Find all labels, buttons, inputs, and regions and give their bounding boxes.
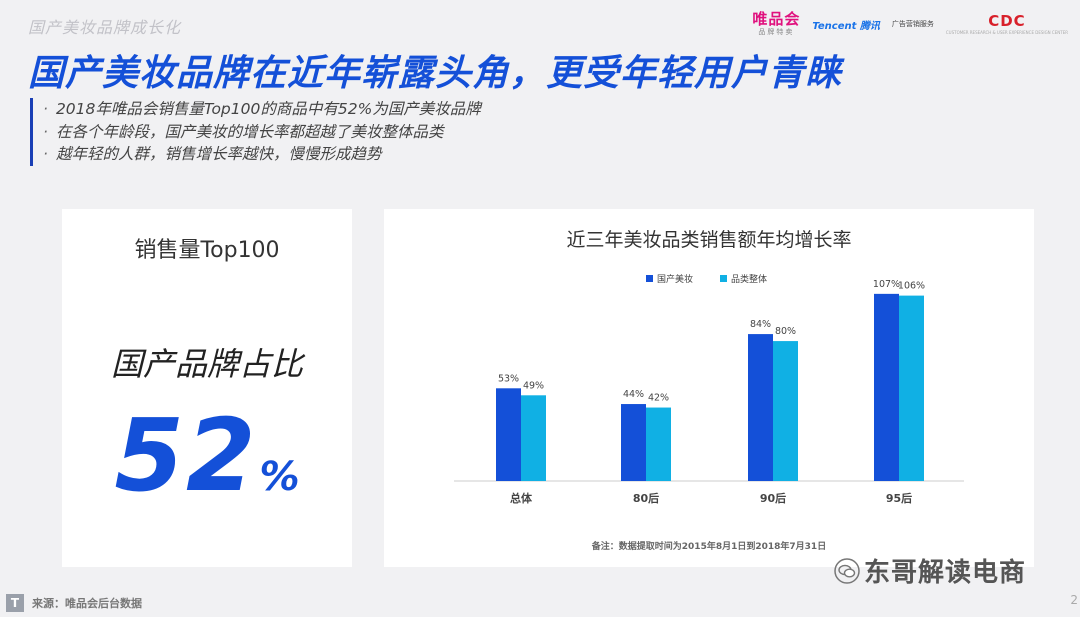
data-label: 44% bbox=[623, 389, 644, 400]
bullet-item: · 越年轻的人群，销售增长率越快，慢慢形成趋势 bbox=[43, 145, 382, 163]
tencent-logo: Tencent 腾讯 bbox=[812, 20, 880, 32]
cdc-logo: CDC CUSTOMER RESEARCH & USER EXPERIENCE … bbox=[945, 11, 1068, 35]
bar-overall bbox=[899, 295, 924, 481]
section-title: 国产美妆品牌成长化 bbox=[28, 18, 182, 37]
watermark-text: 东哥解读电商 bbox=[864, 558, 1027, 588]
vip-logo-tagline: 品牌特卖 bbox=[758, 28, 795, 36]
bullet-text: 越年轻的人群，销售增长率越快，慢慢形成趋势 bbox=[55, 145, 382, 163]
wechat-icon bbox=[834, 557, 860, 584]
bullet-list: · 2018年唯品会销售量Top100的商品中有52%为国产美妆品牌 · 在各个年龄… bbox=[30, 98, 481, 166]
data-label: 42% bbox=[648, 393, 669, 404]
stat-card-title: 销售量Top100 bbox=[134, 238, 280, 263]
cdc-logo-tagline: CUSTOMER RESEARCH & USER EXPERIENCE DESI… bbox=[945, 29, 1068, 35]
page-number: 2 bbox=[1070, 593, 1078, 607]
watermark: 东哥解读电商 bbox=[834, 552, 1026, 589]
bar-domestic bbox=[874, 293, 899, 481]
bullet-text: 2018年唯品会销售量Top100的商品中有52%为国产美妆品牌 bbox=[55, 100, 481, 118]
source-note: 来源：唯品会后台数据 bbox=[32, 597, 142, 610]
page-headline: 国产美妆品牌在近年崭露头角，更受年轻用户青睐 bbox=[28, 53, 843, 94]
x-tick-label: 总体 bbox=[510, 491, 533, 505]
stat-card: 销售量Top100 国产品牌占比 52% bbox=[62, 209, 352, 567]
data-label: 107% bbox=[873, 279, 900, 290]
bar-overall bbox=[773, 341, 798, 481]
chart-title: 近三年美妆品类销售额年均增长率 bbox=[566, 229, 851, 251]
bar-domestic bbox=[496, 388, 521, 481]
stat-card-value: 52% bbox=[62, 397, 352, 514]
stat-value-unit: % bbox=[259, 454, 300, 500]
cdc-logo-name: CDC bbox=[988, 11, 1026, 30]
brand-mark-icon: T bbox=[6, 594, 24, 612]
bullet-item: · 在各个年龄段，国产美妆的增长率都超越了美妆整体品类 bbox=[43, 122, 444, 141]
stat-card-subtitle: 国产品牌占比 bbox=[110, 345, 303, 383]
x-tick-label: 80后 bbox=[633, 491, 659, 505]
data-label: 53% bbox=[498, 373, 519, 384]
vip-logo: 唯品会 品牌特卖 bbox=[752, 12, 800, 36]
data-label: 84% bbox=[750, 319, 771, 330]
bullet-text: 在各个年龄段，国产美妆的增长率都超越了美妆整体品类 bbox=[55, 122, 444, 141]
legend-label: 品类整体 bbox=[731, 273, 767, 285]
data-label: 106% bbox=[898, 281, 925, 292]
x-tick-label: 90后 bbox=[760, 491, 786, 505]
ad-school-logo: 广告营销服务 bbox=[891, 20, 934, 28]
stat-value-number: 52 bbox=[114, 397, 258, 514]
chart-note: 备注：数据提取时间为2015年8月1日到2018年7月31日 bbox=[591, 540, 826, 552]
bar-domestic bbox=[621, 404, 646, 481]
partner-logos: 唯品会 品牌特卖 Tencent 腾讯 广告营销服务 CDC CUSTOMER … bbox=[752, 12, 1068, 36]
vip-logo-name: 唯品会 bbox=[752, 10, 801, 28]
bar-domestic bbox=[748, 334, 773, 481]
bar-overall bbox=[646, 407, 671, 481]
data-label: 49% bbox=[523, 380, 544, 391]
legend-swatch bbox=[720, 275, 727, 282]
x-tick-label: 95后 bbox=[886, 491, 912, 505]
legend-label: 国产美妆 bbox=[657, 273, 693, 285]
legend-swatch bbox=[646, 275, 653, 282]
data-label: 80% bbox=[775, 326, 796, 337]
bullet-item: · 2018年唯品会销售量Top100的商品中有52%为国产美妆品牌 bbox=[43, 100, 481, 118]
bar-overall bbox=[521, 395, 546, 481]
chart-card: 近三年美妆品类销售额年均增长率国产美妆 品类整体 53% 49% 总体 44% 42% 80后… bbox=[384, 209, 1034, 567]
